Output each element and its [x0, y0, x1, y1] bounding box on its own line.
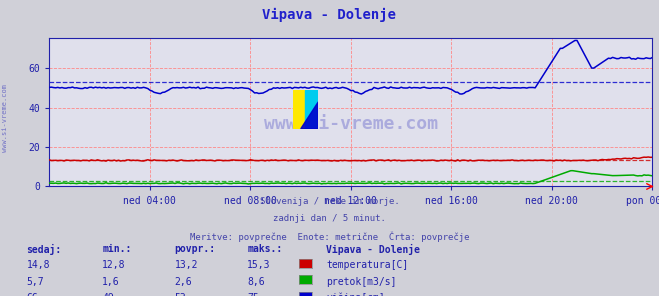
- Text: višina[cm]: višina[cm]: [326, 293, 385, 296]
- Text: Vipava - Dolenje: Vipava - Dolenje: [262, 7, 397, 22]
- Text: zadnji dan / 5 minut.: zadnji dan / 5 minut.: [273, 214, 386, 223]
- Text: 49: 49: [102, 293, 114, 296]
- Text: Vipava - Dolenje: Vipava - Dolenje: [326, 244, 420, 255]
- Text: Slovenija / reke in morje.: Slovenija / reke in morje.: [260, 197, 399, 206]
- Polygon shape: [293, 90, 307, 129]
- Polygon shape: [301, 102, 318, 129]
- Polygon shape: [304, 90, 318, 129]
- Text: 53: 53: [175, 293, 186, 296]
- Text: 14,8: 14,8: [26, 260, 50, 271]
- Text: 12,8: 12,8: [102, 260, 126, 271]
- Text: povpr.:: povpr.:: [175, 244, 215, 254]
- Text: 66: 66: [26, 293, 38, 296]
- Text: 2,6: 2,6: [175, 277, 192, 287]
- Text: 15,3: 15,3: [247, 260, 271, 271]
- Text: 75: 75: [247, 293, 259, 296]
- Text: min.:: min.:: [102, 244, 132, 254]
- Text: maks.:: maks.:: [247, 244, 282, 254]
- Text: temperatura[C]: temperatura[C]: [326, 260, 409, 271]
- Text: Meritve: povprečne  Enote: metrične  Črta: povprečje: Meritve: povprečne Enote: metrične Črta:…: [190, 231, 469, 242]
- Text: 8,6: 8,6: [247, 277, 265, 287]
- Text: www.si-vreme.com: www.si-vreme.com: [264, 115, 438, 133]
- Text: www.si-vreme.com: www.si-vreme.com: [2, 84, 9, 152]
- Text: 5,7: 5,7: [26, 277, 44, 287]
- Text: 1,6: 1,6: [102, 277, 120, 287]
- Text: pretok[m3/s]: pretok[m3/s]: [326, 277, 397, 287]
- Text: 13,2: 13,2: [175, 260, 198, 271]
- Text: sedaj:: sedaj:: [26, 244, 61, 255]
